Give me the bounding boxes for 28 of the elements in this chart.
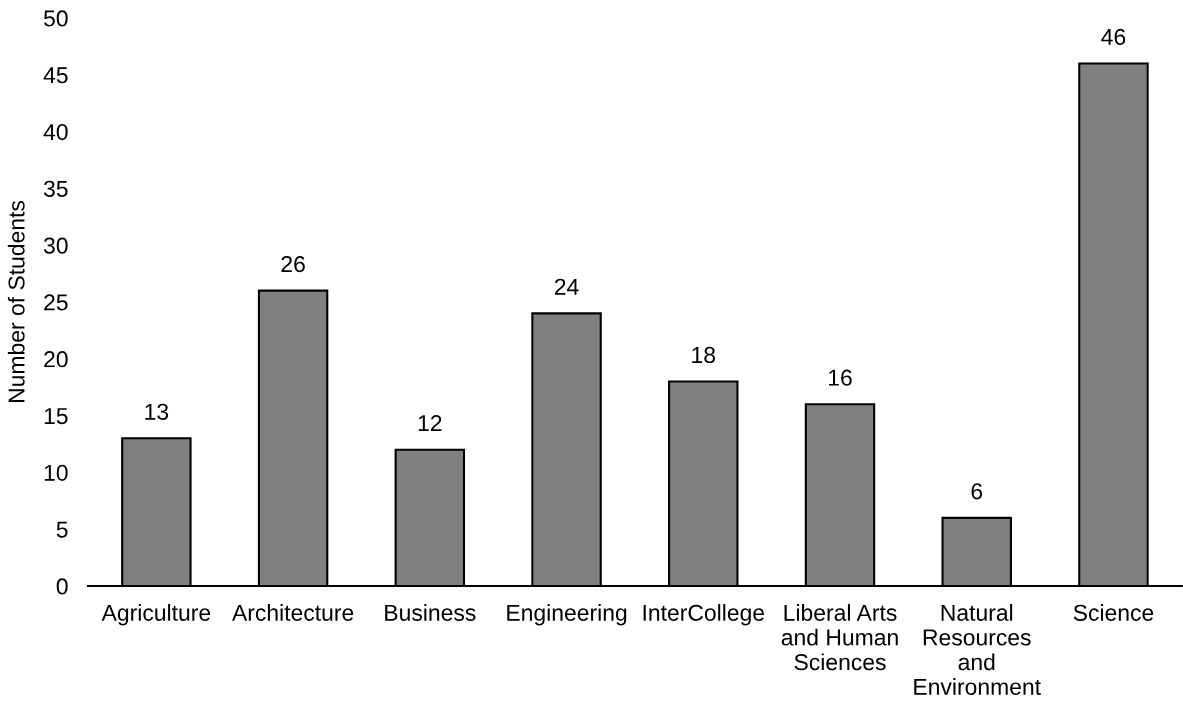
data-label: 12	[418, 415, 442, 432]
y-tick-label: 15	[44, 408, 68, 425]
y-tick-label: 30	[43, 237, 68, 254]
x-tick-label: Engineering	[507, 604, 627, 626]
x-tick-label: Natural Resources and Environment	[914, 604, 1041, 695]
x-tick-label: Architecture	[232, 604, 354, 621]
x-tick-label: Business	[385, 604, 476, 621]
data-label: 6	[971, 483, 983, 500]
y-tick-label: 5	[56, 521, 68, 538]
y-tick-label: 45	[43, 67, 68, 84]
y-tick-label: 0	[56, 578, 68, 595]
y-tick-label: 50	[43, 10, 68, 27]
x-tick-label: Liberal Arts and Human Sciences	[781, 604, 898, 671]
data-label: 24	[554, 278, 579, 295]
x-tick-label: Science	[1073, 604, 1154, 621]
y-tick-label: 40	[43, 123, 68, 141]
data-label: 46	[1101, 28, 1126, 46]
x-tick-label: Agriculture	[101, 604, 211, 626]
x-tick-label: InterCollege	[643, 604, 765, 626]
y-axis-title: Number of Students	[7, 200, 25, 403]
y-tick-label: 25	[44, 294, 68, 311]
y-tick-label: 35	[43, 180, 68, 197]
data-label: 16	[829, 369, 852, 386]
y-tick-label: 10	[44, 464, 68, 481]
data-label: 18	[692, 346, 716, 364]
data-label: 26	[281, 255, 305, 273]
data-label: 13	[145, 403, 169, 420]
y-tick-label: 20	[44, 351, 68, 368]
